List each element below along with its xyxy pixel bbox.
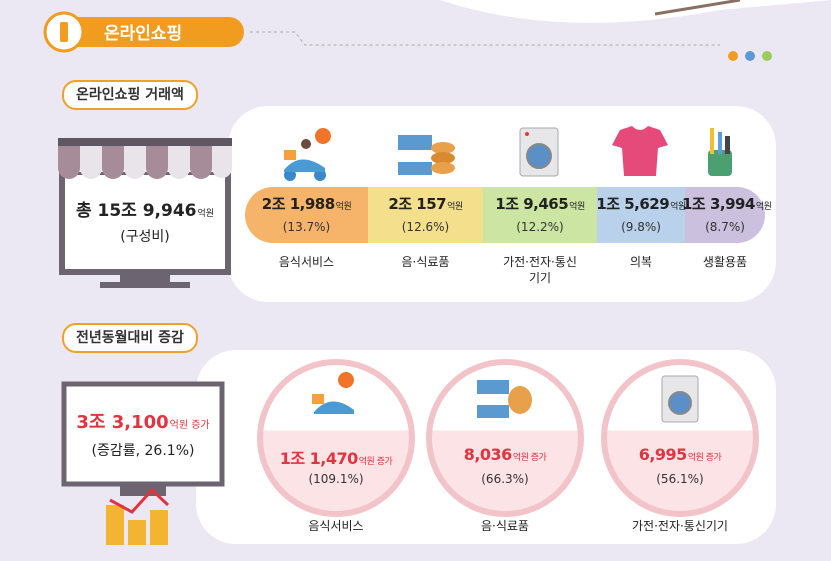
- unit: 억원: [335, 202, 352, 212]
- total-unit: 억원: [197, 209, 215, 219]
- unit: 억원: [670, 202, 686, 212]
- header-dash: [250, 31, 720, 46]
- total-prefix: 총: [75, 201, 92, 221]
- item-amount: 2조 157억원: [365, 193, 486, 214]
- change-amount: 8,036억원 증가: [425, 445, 585, 464]
- bar-segment: [483, 187, 597, 243]
- dot: [762, 51, 772, 61]
- unit: 억원 증가: [687, 453, 722, 463]
- change-rate: (66.3%): [481, 472, 529, 486]
- unit: 억원: [447, 202, 463, 212]
- dot: [745, 51, 755, 61]
- icon-part: [477, 394, 509, 405]
- amount: 1조 1,470: [279, 449, 359, 468]
- unit: 억원: [569, 202, 585, 212]
- awning: [58, 138, 232, 179]
- amount: 1조 3,994: [682, 195, 755, 213]
- bar-segment: [368, 187, 483, 243]
- item-share: (12.6%): [401, 220, 450, 234]
- item-label: 생활용품: [702, 255, 748, 269]
- total-amount: 15조 9,946: [97, 201, 197, 221]
- icon-scooter: [314, 401, 354, 414]
- amount: 1조 9,465: [495, 195, 569, 213]
- header-pill: [62, 17, 244, 47]
- total: 총 15조 9,946억원: [62, 196, 228, 221]
- monitor-base: [100, 282, 190, 288]
- change-note: (증감률, 26.1%): [91, 443, 195, 459]
- change-rate: (109.1%): [308, 472, 364, 486]
- change-total: 3조 3,100억원 증가: [64, 408, 222, 434]
- unit: 억원 증가: [358, 457, 393, 467]
- section-label: 전년동월대비 증감: [62, 323, 198, 353]
- item-share: (9.8%): [621, 220, 661, 234]
- item-share: (8.7%): [705, 220, 745, 234]
- bar-segment: [685, 187, 765, 243]
- dot: [728, 51, 738, 61]
- item-amount: 1조 3,994억원: [682, 193, 772, 214]
- monitor-stand: [120, 484, 166, 496]
- change-unit: 억원 증가: [169, 420, 210, 431]
- amount: 1조 5,629: [596, 195, 670, 213]
- change-label: 가전·전자·통신기기: [632, 519, 728, 533]
- item-label: 음식서비스: [278, 255, 335, 269]
- coins: [106, 487, 170, 545]
- icon-scooter: [284, 128, 331, 181]
- change-amount: 3조 3,100: [76, 412, 169, 433]
- section-label: 온라인쇼핑 거래액: [62, 80, 198, 110]
- change-amount: 1조 1,470억원 증가: [256, 445, 416, 469]
- item-amount: 1조 5,629억원: [594, 193, 688, 214]
- monitor: [61, 381, 225, 487]
- icon-part: [668, 391, 692, 415]
- unit: 억원: [755, 202, 772, 212]
- item-label: 음·식료품: [401, 255, 450, 269]
- total-note: (구성비): [120, 229, 170, 245]
- header-title: 온라인쇼핑: [104, 24, 183, 44]
- item-label: 의복: [629, 255, 653, 269]
- change-circle: [601, 359, 759, 517]
- item-amount: 2조 1,988억원: [242, 193, 371, 214]
- monitor: [59, 169, 231, 275]
- bar-segment: [597, 187, 685, 243]
- monitor-stand: [120, 272, 170, 282]
- icon-part: [508, 386, 532, 414]
- change-amount: 6,995억원 증가: [600, 445, 760, 464]
- item-amount: 1조 9,465억원: [480, 193, 600, 214]
- change-circles: [257, 359, 759, 517]
- change-rate: (56.1%): [656, 472, 704, 486]
- icon-washer: [519, 127, 559, 177]
- unit: 억원 증가: [512, 453, 547, 463]
- icon-part: [338, 372, 354, 388]
- amount: 8,036: [463, 445, 513, 464]
- item-share: (13.7%): [282, 220, 331, 234]
- item-share: (12.2%): [516, 220, 564, 234]
- bar-segment: [245, 187, 368, 243]
- change-circle: [426, 359, 584, 517]
- amount: 6,995: [638, 445, 688, 464]
- icon-shirt: [612, 126, 668, 176]
- top-curve: [440, 0, 831, 23]
- top-stroke: [654, 0, 741, 16]
- change-circle: [257, 359, 415, 517]
- amount: 2조 157: [388, 195, 447, 213]
- amount: 2조 1,988: [261, 195, 335, 213]
- icon-milk: [398, 135, 455, 175]
- header-icon-bar: [60, 22, 68, 42]
- icon-part: [312, 394, 324, 404]
- change-label: 음·식료품: [481, 519, 529, 533]
- change-label: 음식서비스: [308, 519, 364, 533]
- composition-bar: [245, 187, 765, 243]
- item-label: 가전·전자·통신기기: [503, 255, 577, 285]
- icon-brush: [708, 128, 732, 176]
